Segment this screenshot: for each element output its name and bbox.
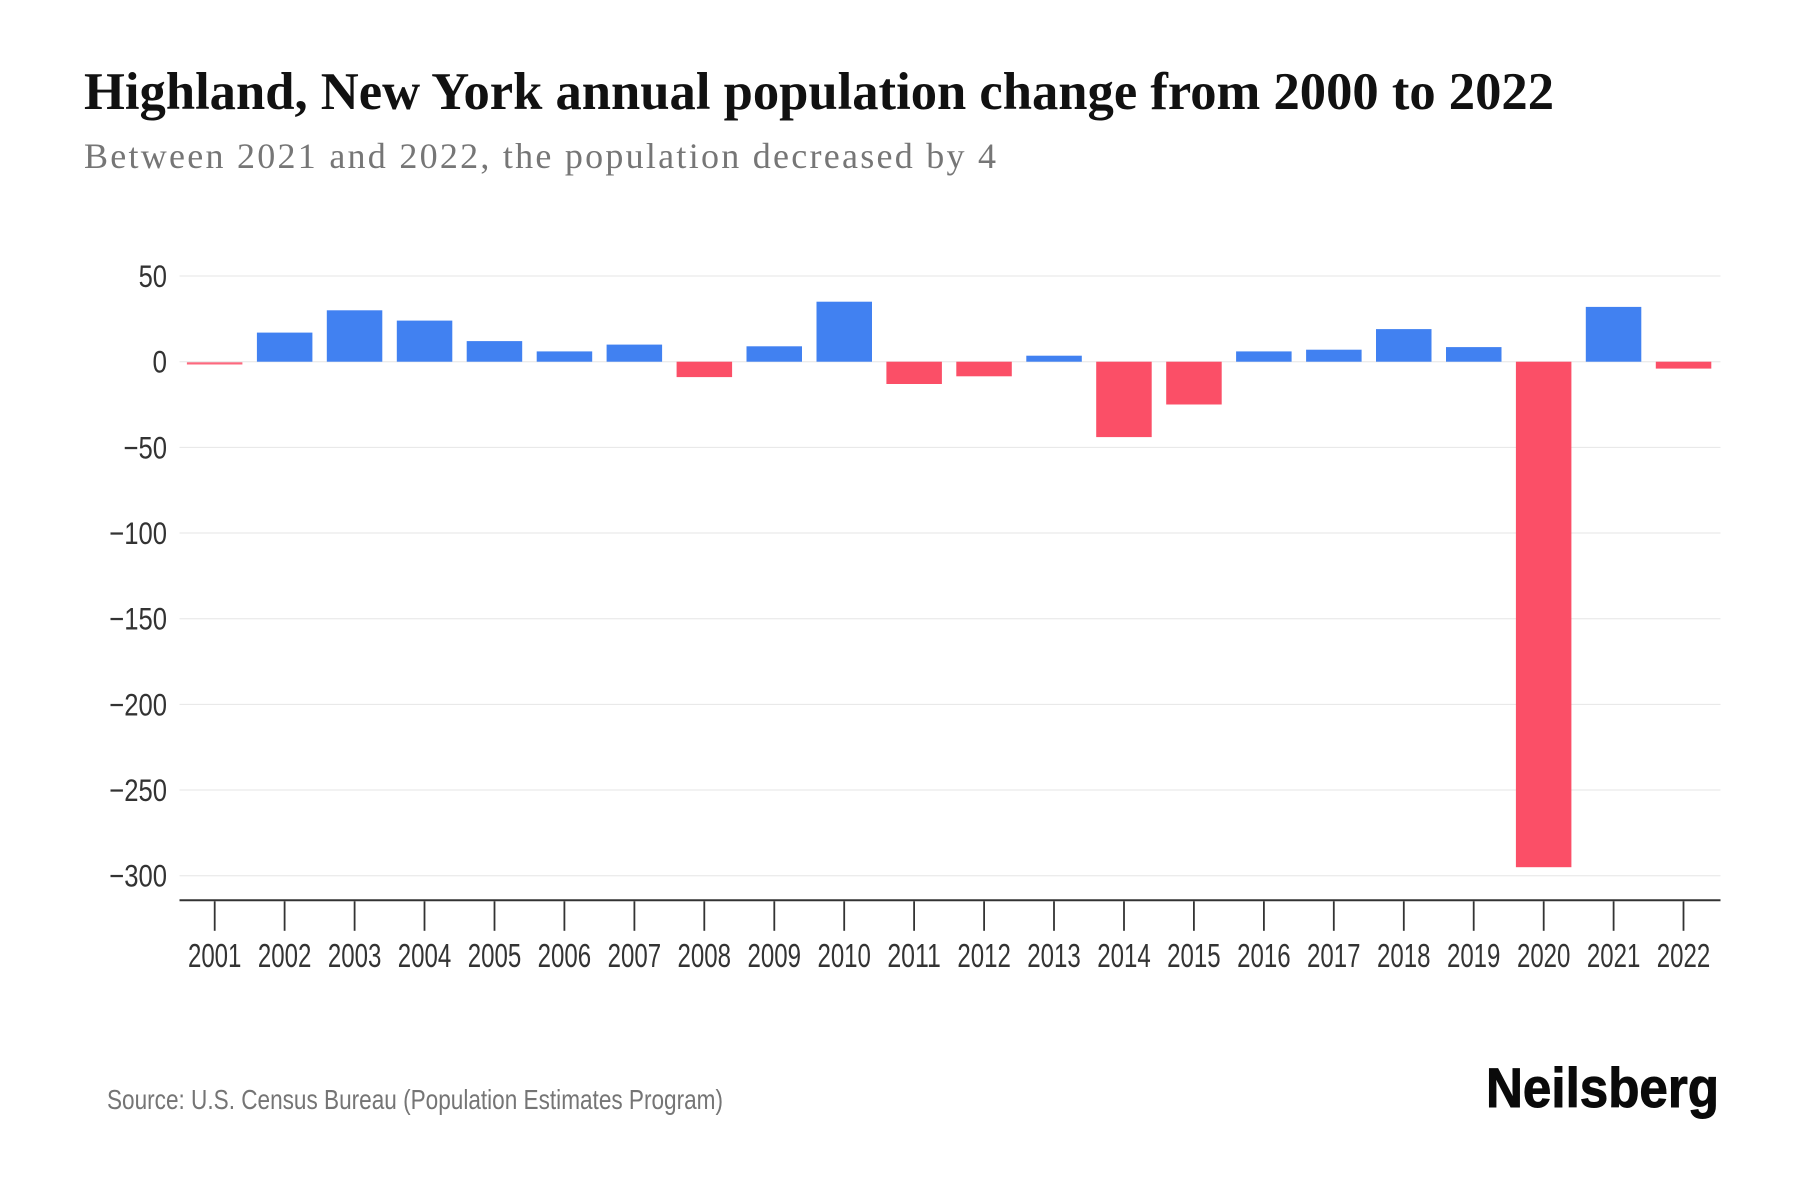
svg-text:50: 50 <box>139 258 167 294</box>
svg-text:−50: −50 <box>124 429 168 465</box>
svg-text:−250: −250 <box>109 772 167 808</box>
svg-text:Source: U.S. Census Bureau (Po: Source: U.S. Census Bureau (Population E… <box>107 1084 723 1115</box>
svg-text:Highland, New York annual popu: Highland, New York annual population cha… <box>84 63 1554 121</box>
svg-text:2003: 2003 <box>328 937 382 974</box>
svg-text:2019: 2019 <box>1447 937 1501 974</box>
svg-text:2014: 2014 <box>1097 937 1151 974</box>
svg-text:2008: 2008 <box>678 937 732 974</box>
svg-text:2005: 2005 <box>468 937 522 974</box>
svg-text:2018: 2018 <box>1377 937 1431 974</box>
svg-text:−300: −300 <box>109 858 167 894</box>
svg-text:0: 0 <box>153 344 168 380</box>
svg-text:2011: 2011 <box>887 937 941 974</box>
svg-text:2007: 2007 <box>608 937 662 974</box>
svg-text:2010: 2010 <box>817 937 871 974</box>
svg-text:−100: −100 <box>109 515 167 551</box>
svg-text:−150: −150 <box>109 601 167 637</box>
svg-text:2004: 2004 <box>398 937 452 974</box>
svg-text:2015: 2015 <box>1167 937 1221 974</box>
svg-text:2020: 2020 <box>1517 937 1571 974</box>
svg-text:2013: 2013 <box>1027 937 1081 974</box>
svg-text:Neilsberg: Neilsberg <box>1486 1056 1719 1119</box>
svg-text:2001: 2001 <box>188 937 242 974</box>
svg-text:2016: 2016 <box>1237 937 1291 974</box>
svg-text:−200: −200 <box>109 686 167 722</box>
svg-text:2017: 2017 <box>1307 937 1361 974</box>
svg-text:2006: 2006 <box>538 937 592 974</box>
svg-text:2002: 2002 <box>258 937 312 974</box>
svg-text:2009: 2009 <box>748 937 802 974</box>
svg-text:2022: 2022 <box>1657 937 1711 974</box>
svg-text:2012: 2012 <box>957 937 1011 974</box>
svg-text:2021: 2021 <box>1587 937 1641 974</box>
